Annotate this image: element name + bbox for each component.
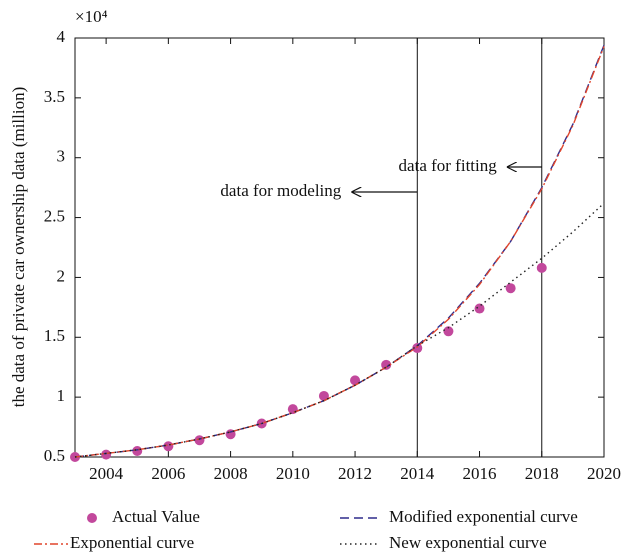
x-tick-label: 2012	[338, 464, 372, 483]
legend-label: New exponential curve	[389, 533, 547, 552]
series-line	[74, 202, 605, 458]
data-point	[318, 390, 329, 401]
series-line	[74, 46, 605, 458]
y-tick-label: 1.5	[44, 326, 65, 345]
data-point	[412, 343, 423, 354]
legend-label: Modified exponential curve	[389, 507, 578, 526]
data-point	[101, 449, 112, 460]
series-line	[74, 44, 605, 458]
y-tick-label: 4	[57, 27, 66, 46]
data-point	[505, 283, 516, 294]
y-tick-label: 3	[57, 147, 66, 166]
data-point	[194, 435, 205, 446]
legend-label: Exponential curve	[70, 533, 194, 552]
data-point	[381, 359, 392, 370]
data-point	[443, 326, 454, 337]
data-point	[287, 404, 298, 415]
annotation: data for modeling	[220, 181, 341, 200]
x-tick-label: 2004	[89, 464, 124, 483]
data-point	[350, 375, 361, 386]
x-tick-label: 2018	[525, 464, 559, 483]
y-axis-label: the data of private car ownership data (…	[9, 87, 28, 408]
y-tick-label: 2.5	[44, 206, 65, 225]
data-point	[132, 446, 143, 457]
legend-label: Actual Value	[112, 507, 200, 526]
plot-frame	[74, 37, 605, 458]
y-tick-label: 3.5	[44, 87, 65, 106]
data-point	[536, 262, 547, 273]
y-tick-label: 2	[57, 266, 66, 285]
data-point	[163, 441, 174, 452]
y-tick-label: 0.5	[44, 446, 65, 465]
x-tick-label: 2008	[214, 464, 248, 483]
annotation: data for fitting	[399, 156, 498, 175]
x-tick-label: 2006	[151, 464, 185, 483]
x-tick-label: 2016	[463, 464, 497, 483]
x-tick-label: 2020	[587, 464, 621, 483]
y-multiplier: ×10⁴	[75, 7, 108, 26]
x-tick-label: 2014	[400, 464, 435, 483]
legend-marker	[87, 513, 97, 523]
x-tick-label: 2010	[276, 464, 310, 483]
y-tick-label: 1	[57, 386, 66, 405]
data-point	[474, 303, 485, 314]
